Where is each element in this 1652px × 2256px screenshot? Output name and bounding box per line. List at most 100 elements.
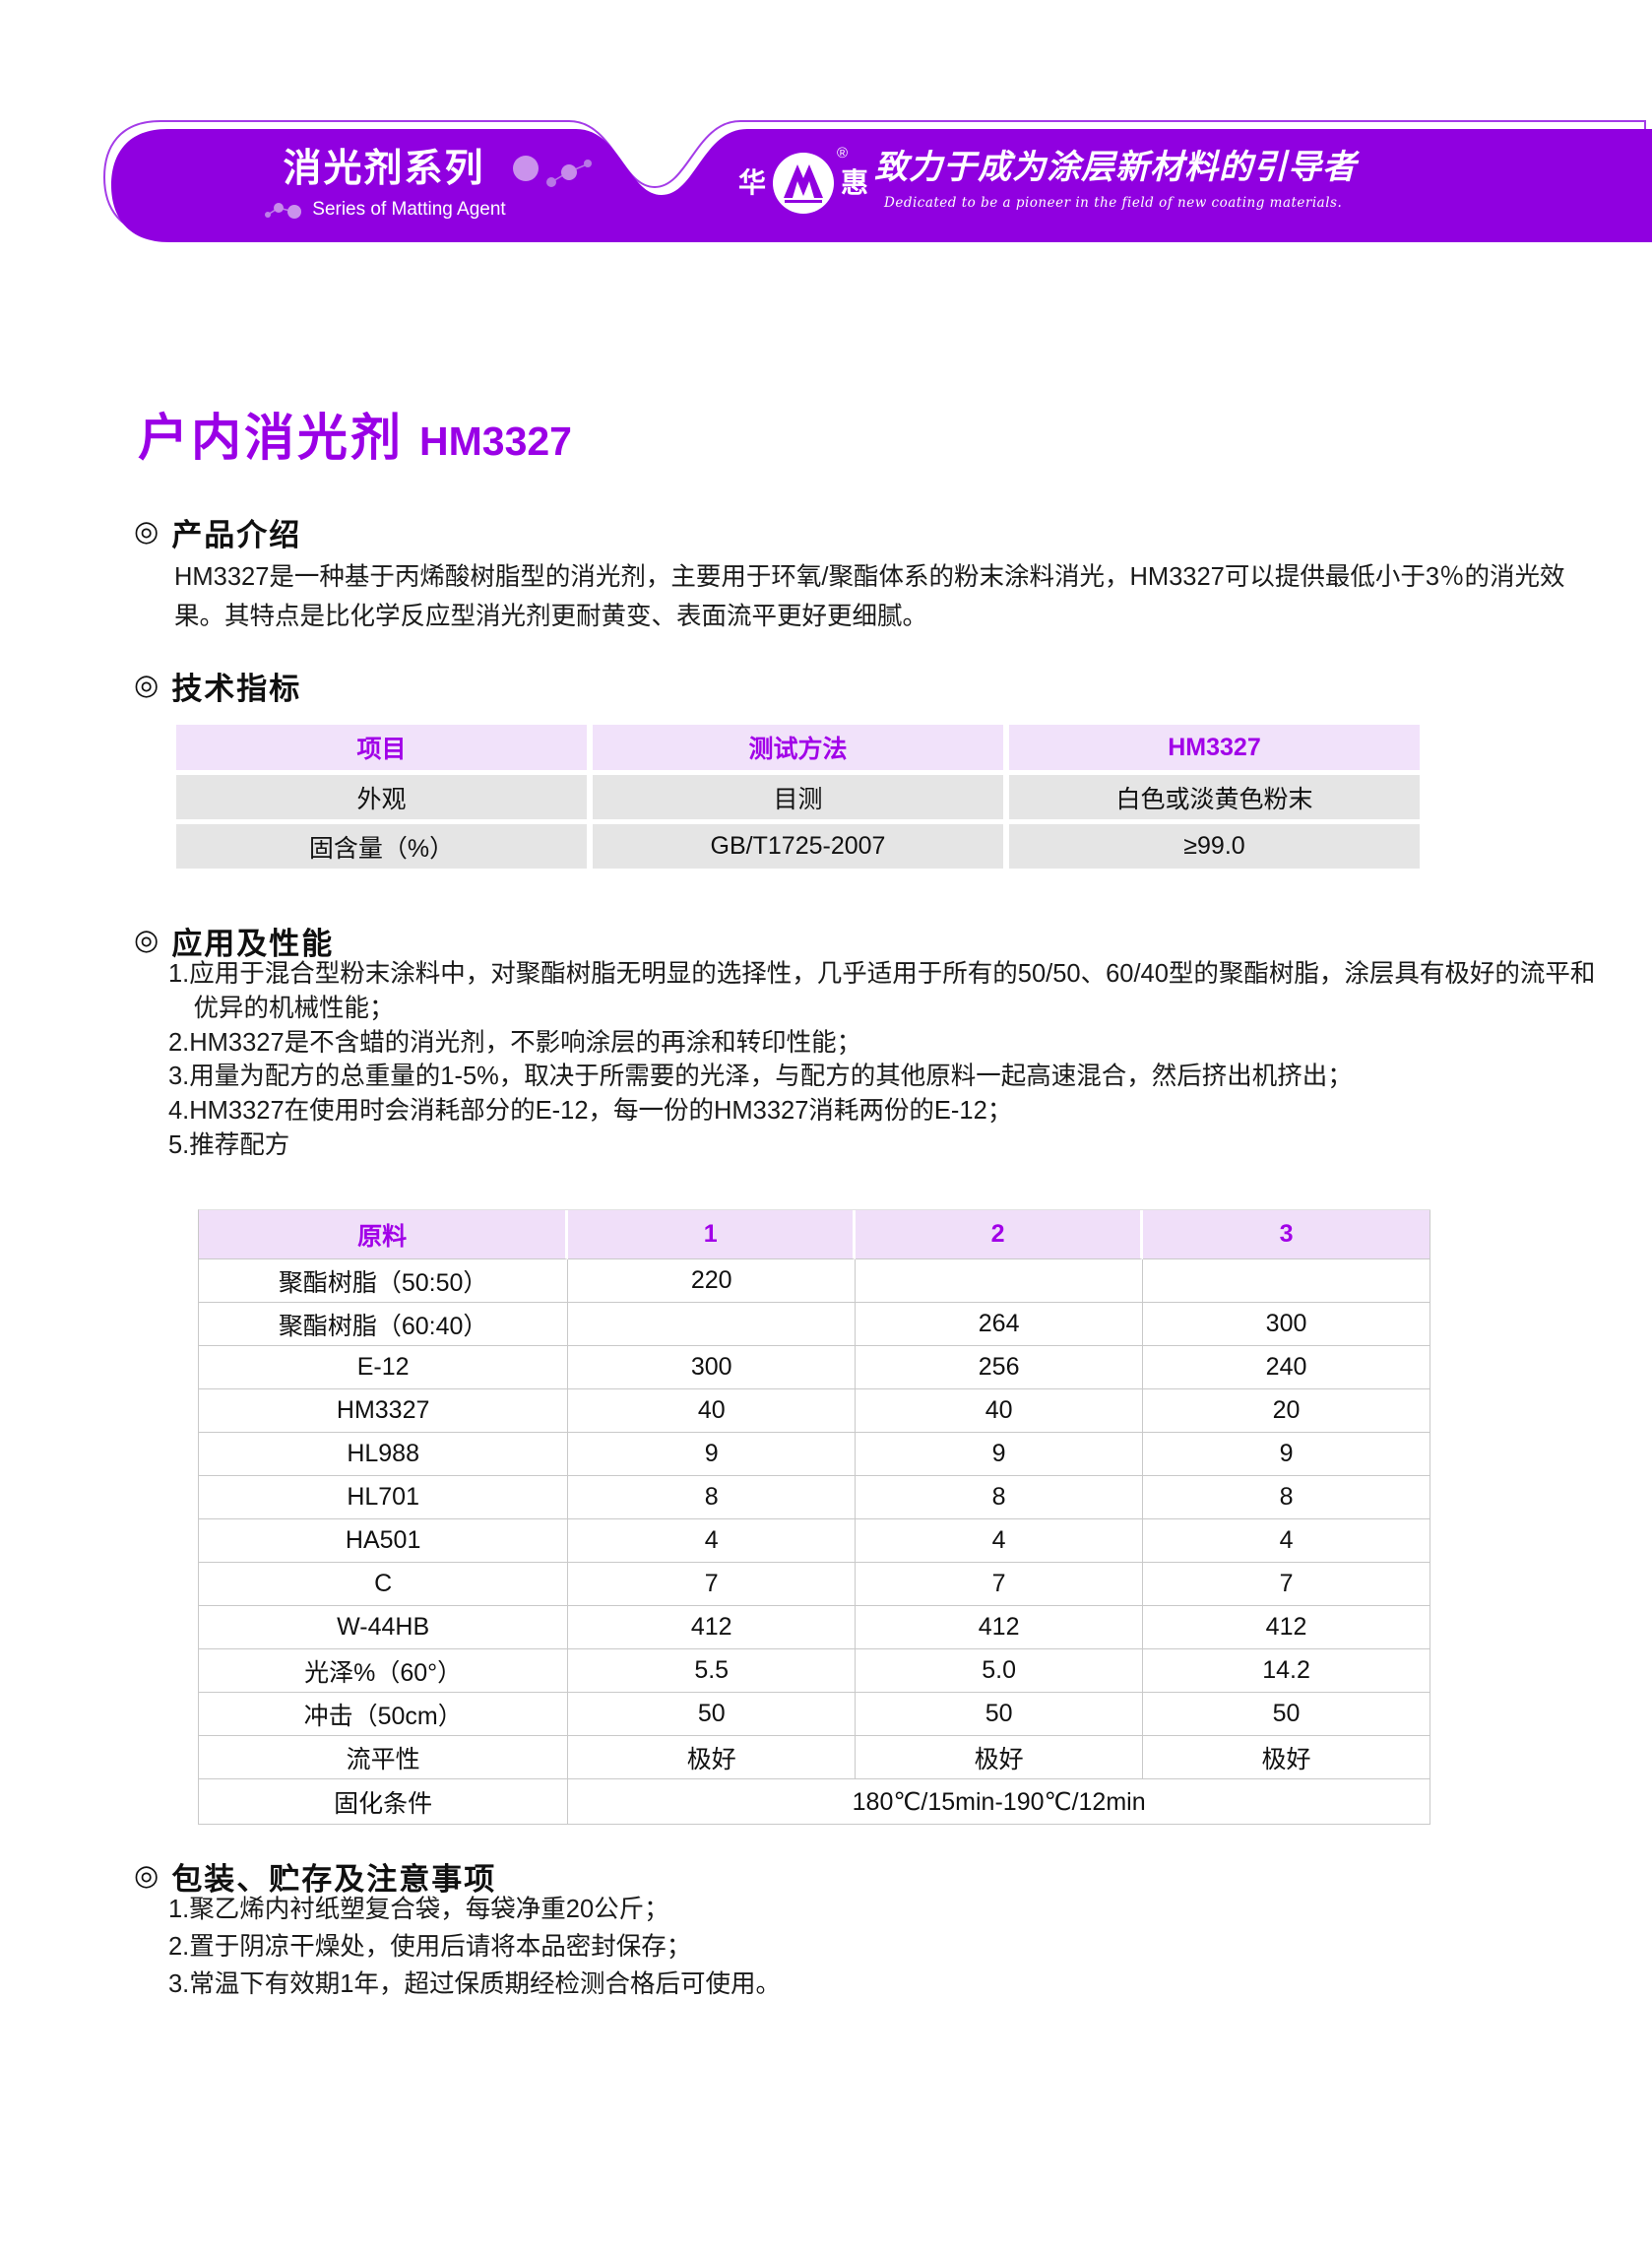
table-cell: 冲击（50cm） [199, 1693, 569, 1736]
column-header: 测试方法 [593, 725, 1003, 770]
table-cell: 412 [856, 1606, 1144, 1649]
logo-right-char: 惠 [841, 167, 869, 198]
table-header-row: 项目 测试方法 HM3327 [176, 725, 1420, 770]
section-heading-packaging: ◎ 包装、贮存及注意事项 [134, 1854, 496, 1899]
table-cell: 14.2 [1143, 1649, 1430, 1693]
table-row: 固含量（%） GB/T1725-2007 ≥99.0 [176, 824, 1420, 869]
table-cell-merged: 180℃/15min-190℃/12min [568, 1779, 1430, 1825]
table-cell: 5.5 [568, 1649, 857, 1693]
table-cell: 目测 [593, 775, 1003, 819]
section-heading-label: 技术指标 [171, 672, 302, 706]
banner-shape [102, 120, 1652, 242]
table-cell: 外观 [176, 775, 587, 819]
column-header: HM3327 [1009, 725, 1420, 770]
tech-spec-table: 项目 测试方法 HM3327 外观 目测 白色或淡黄色粉末 固含量（%） GB/T1725-2… [176, 725, 1420, 873]
series-title-cn: 消光剂系列 [283, 148, 485, 190]
table-cell [568, 1303, 857, 1346]
table-cell: 8 [1143, 1476, 1430, 1519]
table-cell: HM3327 [199, 1389, 569, 1433]
section-heading-tech: ◎ 技术指标 [134, 664, 301, 708]
slogan-cn: 致力于成为涂层新材料的引导者 [874, 148, 1357, 187]
list-item: 5.推荐配方 [168, 1130, 290, 1159]
list-item: 3.常温下有效期1年，超过保质期经检测合格后可使用。 [168, 1970, 781, 1998]
table-cell: 20 [1143, 1389, 1430, 1433]
intro-paragraph: HM3327是一种基于丙烯酸树脂型的消光剂，主要用于环氧/聚酯体系的粉末涂料消光… [174, 557, 1565, 636]
table-cell: 50 [568, 1693, 857, 1736]
table-cell: 极好 [1143, 1736, 1430, 1779]
packaging-list: 1.聚乙烯内衬纸塑复合袋，每袋净重20公斤； 2.置于阴凉干燥处，使用后请将本品密… [168, 1891, 781, 2003]
table-cell: 300 [1143, 1303, 1430, 1346]
section-heading-label: 应用及性能 [171, 927, 335, 961]
column-header: 项目 [176, 725, 587, 770]
slogan-en: Dedicated to be a pioneer in the field o… [884, 195, 1343, 211]
table-row: 外观 目测 白色或淡黄色粉末 [176, 775, 1420, 819]
table-cell: 固含量（%） [176, 824, 587, 869]
table-cell: 9 [1143, 1433, 1430, 1476]
column-header: 原料 [199, 1210, 569, 1259]
header-banner: 消光剂系列 Series of Matting Agent 华 ® 惠 致力于成… [0, 98, 1652, 266]
series-title-en-row: Series of Matting Agent [167, 198, 601, 222]
table-row: HA501 4 4 4 [199, 1519, 1430, 1563]
table-row: 流平性 极好 极好 极好 [199, 1736, 1430, 1779]
product-model: HM3327 [419, 419, 572, 464]
table-row: HL701 8 8 8 [199, 1476, 1430, 1519]
column-header: 1 [568, 1210, 857, 1259]
table-row: HL988 9 9 9 [199, 1433, 1430, 1476]
table-cell: 4 [568, 1519, 857, 1563]
table-cell: 光泽%（60°） [199, 1649, 569, 1693]
table-row: 冲击（50cm） 50 50 50 [199, 1693, 1430, 1736]
table-cell: 极好 [568, 1736, 857, 1779]
table-row: E-12 300 256 240 [199, 1346, 1430, 1389]
company-logo: 华 ® 惠 [738, 145, 869, 216]
product-name: 户内消光剂 [138, 410, 405, 466]
list-item: 2.HM3327是不含蜡的消光剂，不影响涂层的再涂和转印性能； [168, 1028, 862, 1057]
table-cell [856, 1259, 1144, 1303]
table-row: HM3327 40 40 20 [199, 1389, 1430, 1433]
section-heading-intro: ◎ 产品介绍 [134, 510, 301, 554]
table-cell: 412 [1143, 1606, 1430, 1649]
list-item: 1.应用于混合型粉末涂料中，对聚酯树脂无明显的选择性，几乎适用于所有的50/50… [168, 960, 1596, 988]
section-bullet-icon: ◎ [134, 516, 159, 548]
table-row: 聚酯树脂（60:40） 264 300 [199, 1303, 1430, 1346]
series-title-en: Series of Matting Agent [312, 199, 506, 220]
table-cell: 8 [856, 1476, 1144, 1519]
table-cell: W-44HB [199, 1606, 569, 1649]
section-heading-label: 包装、贮存及注意事项 [171, 1862, 497, 1897]
list-item: 3.用量为配方的总重量的1-5%，取决于所需要的光泽，与配方的其他原料一起高速混… [168, 1063, 1353, 1091]
table-cell: 9 [568, 1433, 857, 1476]
table-cell: 240 [1143, 1346, 1430, 1389]
application-list: 1.应用于混合型粉末涂料中，对聚酯树脂无明显的选择性，几乎适用于所有的50/50… [168, 957, 1595, 1163]
list-item: 1.聚乙烯内衬纸塑复合袋，每袋净重20公斤； [168, 1896, 669, 1923]
table-merged-row: 固化条件 180℃/15min-190℃/12min [199, 1779, 1430, 1825]
table-cell: 300 [568, 1346, 857, 1389]
formula-table: 原料 1 2 3 聚酯树脂（50:50） 220 聚酯树脂（60:40） 264 300 E-12… [198, 1209, 1430, 1825]
table-row: 光泽%（60°） 5.5 5.0 14.2 [199, 1649, 1430, 1693]
logo-left-char: 华 [738, 167, 767, 198]
section-bullet-icon: ◎ [134, 925, 159, 956]
table-cell: 白色或淡黄色粉末 [1009, 775, 1420, 819]
section-bullet-icon: ◎ [134, 1860, 159, 1892]
company-slogan: 致力于成为涂层新材料的引导者 Dedicated to be a pioneer… [874, 140, 1357, 211]
table-cell: 固化条件 [199, 1779, 569, 1825]
table-cell: 256 [856, 1346, 1144, 1389]
table-cell: 40 [856, 1389, 1144, 1433]
table-cell: 50 [856, 1693, 1144, 1736]
table-cell: 聚酯树脂（50:50） [199, 1259, 569, 1303]
table-row: W-44HB 412 412 412 [199, 1606, 1430, 1649]
table-header-row: 原料 1 2 3 [199, 1210, 1430, 1259]
section-bullet-icon: ◎ [134, 670, 159, 701]
banner-band [111, 129, 1652, 242]
table-cell: 聚酯树脂（60:40） [199, 1303, 569, 1346]
table-cell: HA501 [199, 1519, 569, 1563]
table-cell: 7 [856, 1563, 1144, 1606]
table-cell: HL988 [199, 1433, 569, 1476]
logo-emblem-icon: ® [771, 145, 848, 216]
column-header: 3 [1143, 1210, 1430, 1259]
table-cell: 流平性 [199, 1736, 569, 1779]
list-item: 2.置于阴凉干燥处，使用后请将本品密封保存； [168, 1933, 692, 1961]
table-cell: 50 [1143, 1693, 1430, 1736]
table-cell: 5.0 [856, 1649, 1144, 1693]
table-cell: 极好 [856, 1736, 1144, 1779]
paragraph-line: HM3327是一种基于丙烯酸树脂型的消光剂，主要用于环氧/聚酯体系的粉末涂料消光… [174, 563, 1565, 591]
